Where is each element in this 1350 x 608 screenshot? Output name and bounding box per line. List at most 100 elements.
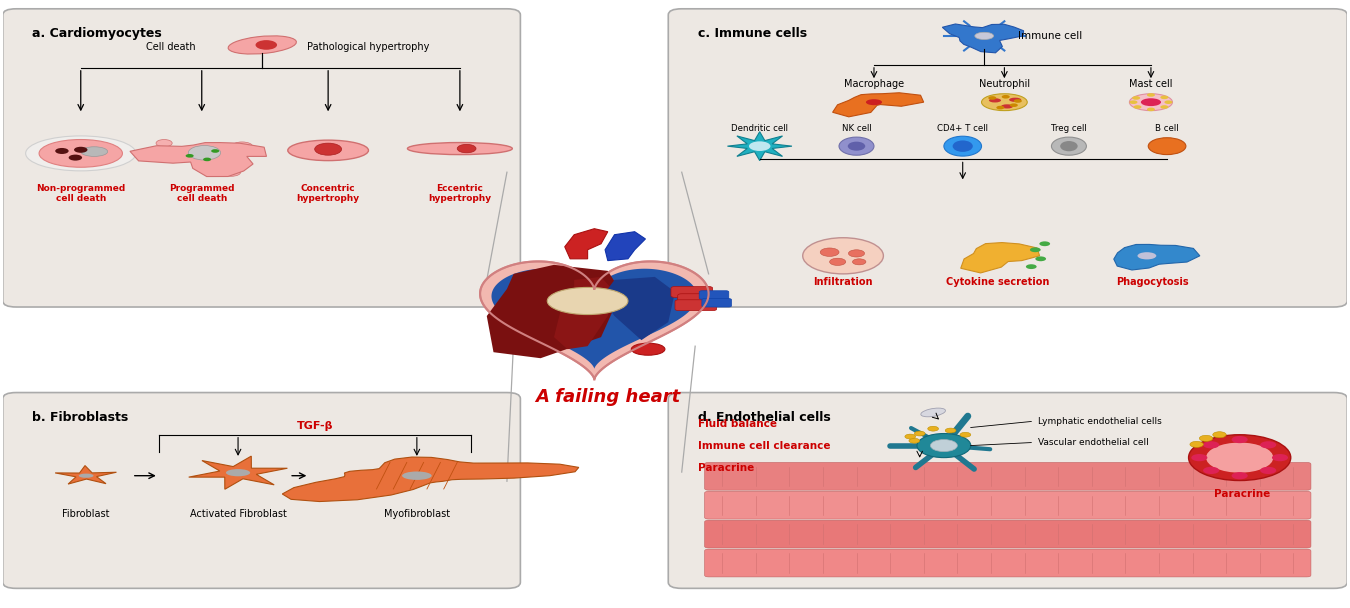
FancyBboxPatch shape <box>705 549 1311 577</box>
Ellipse shape <box>921 408 945 417</box>
FancyBboxPatch shape <box>699 291 729 299</box>
Ellipse shape <box>944 136 981 156</box>
Circle shape <box>1203 467 1219 474</box>
Polygon shape <box>942 24 1023 53</box>
Ellipse shape <box>865 99 882 105</box>
Polygon shape <box>554 277 614 349</box>
Text: Vascular endothelial cell: Vascular endothelial cell <box>1038 438 1149 447</box>
Text: Neutrophil: Neutrophil <box>979 79 1030 89</box>
Text: Cell death: Cell death <box>146 42 196 52</box>
Circle shape <box>1148 108 1156 111</box>
Circle shape <box>1191 454 1207 461</box>
Circle shape <box>188 145 220 160</box>
Polygon shape <box>1114 244 1200 270</box>
Text: Lymphatic endothelial cells: Lymphatic endothelial cells <box>1038 417 1162 426</box>
Circle shape <box>988 96 996 100</box>
FancyBboxPatch shape <box>702 299 732 307</box>
Circle shape <box>1030 247 1041 252</box>
FancyBboxPatch shape <box>668 393 1347 589</box>
Circle shape <box>202 157 211 161</box>
Circle shape <box>1010 103 1018 107</box>
Ellipse shape <box>402 471 432 480</box>
Text: Pathological hypertrophy: Pathological hypertrophy <box>308 42 429 52</box>
Ellipse shape <box>81 147 108 156</box>
Ellipse shape <box>1149 138 1185 154</box>
Circle shape <box>1260 467 1276 474</box>
FancyBboxPatch shape <box>705 463 1311 490</box>
Polygon shape <box>130 143 266 176</box>
Text: Concentric
hypertrophy: Concentric hypertrophy <box>297 184 359 203</box>
Text: Myofibroblast: Myofibroblast <box>383 509 450 519</box>
FancyBboxPatch shape <box>3 9 520 307</box>
Polygon shape <box>601 277 675 340</box>
Text: Cytokine secretion: Cytokine secretion <box>946 277 1049 288</box>
Ellipse shape <box>228 36 297 54</box>
FancyBboxPatch shape <box>678 294 720 305</box>
Ellipse shape <box>1002 105 1012 108</box>
Circle shape <box>960 432 971 437</box>
Circle shape <box>1165 100 1172 104</box>
Text: Infiltration: Infiltration <box>813 277 873 288</box>
Text: Eccentric
hypertrophy: Eccentric hypertrophy <box>428 184 491 203</box>
Ellipse shape <box>975 32 994 40</box>
Circle shape <box>1002 95 1010 98</box>
Circle shape <box>1199 435 1212 441</box>
Circle shape <box>803 238 883 274</box>
Ellipse shape <box>1141 98 1161 106</box>
Ellipse shape <box>288 140 369 161</box>
Circle shape <box>1260 441 1276 449</box>
Ellipse shape <box>1008 98 1021 102</box>
Circle shape <box>996 106 1004 109</box>
Circle shape <box>1212 432 1226 438</box>
Circle shape <box>821 248 838 257</box>
Text: B cell: B cell <box>1156 124 1179 133</box>
Ellipse shape <box>1060 141 1077 151</box>
Text: Non-programmed
cell death: Non-programmed cell death <box>36 184 126 203</box>
Ellipse shape <box>26 136 136 171</box>
Ellipse shape <box>547 288 628 314</box>
Ellipse shape <box>408 142 512 154</box>
FancyBboxPatch shape <box>3 393 520 589</box>
Circle shape <box>1161 95 1168 99</box>
Text: Mast cell: Mast cell <box>1129 79 1173 89</box>
Circle shape <box>1161 105 1168 109</box>
Circle shape <box>1148 93 1156 97</box>
Ellipse shape <box>981 94 1027 111</box>
Circle shape <box>1231 472 1247 479</box>
Circle shape <box>927 426 938 431</box>
Text: a. Cardiomyocytes: a. Cardiomyocytes <box>32 27 162 40</box>
Text: Fibroblast: Fibroblast <box>62 509 109 519</box>
Circle shape <box>211 149 219 153</box>
Polygon shape <box>491 269 697 369</box>
Circle shape <box>830 258 845 266</box>
Polygon shape <box>605 232 645 261</box>
Circle shape <box>1035 257 1046 261</box>
Polygon shape <box>961 243 1040 273</box>
Circle shape <box>930 440 957 452</box>
Circle shape <box>914 431 925 436</box>
Text: Fluid balance: Fluid balance <box>698 420 776 429</box>
FancyBboxPatch shape <box>671 286 713 297</box>
Circle shape <box>909 438 919 443</box>
Polygon shape <box>728 132 792 161</box>
Circle shape <box>157 139 173 147</box>
Circle shape <box>221 168 240 176</box>
Text: TGF-β: TGF-β <box>297 421 333 431</box>
Ellipse shape <box>39 139 123 167</box>
Text: Phagocytosis: Phagocytosis <box>1116 277 1188 288</box>
Ellipse shape <box>1138 252 1157 260</box>
Circle shape <box>1231 436 1247 443</box>
Circle shape <box>315 143 342 155</box>
Circle shape <box>74 147 88 153</box>
Polygon shape <box>833 93 923 117</box>
Circle shape <box>1026 264 1037 269</box>
Text: Immune cell: Immune cell <box>1018 31 1083 41</box>
Circle shape <box>945 428 956 433</box>
Polygon shape <box>55 466 116 484</box>
Ellipse shape <box>632 343 666 355</box>
Text: Treg cell: Treg cell <box>1052 124 1087 133</box>
Polygon shape <box>481 261 709 379</box>
Text: Macrophage: Macrophage <box>844 79 904 89</box>
Ellipse shape <box>1130 94 1172 111</box>
Text: c. Immune cells: c. Immune cells <box>698 27 807 40</box>
